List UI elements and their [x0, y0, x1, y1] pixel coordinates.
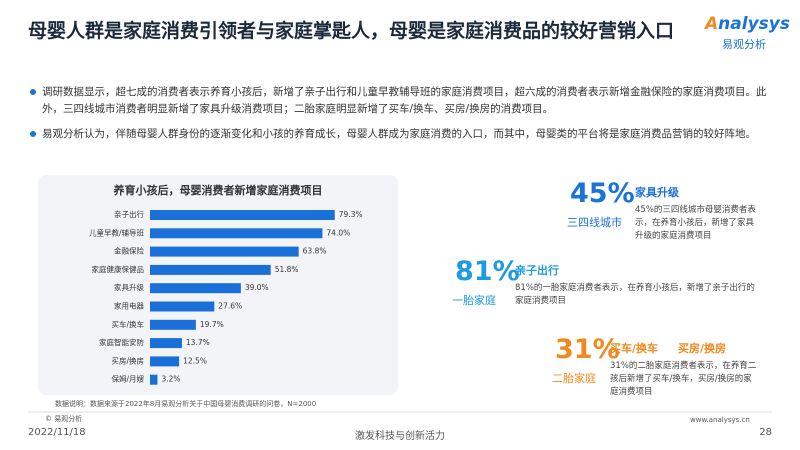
copyright: © 易观分析 — [45, 415, 83, 423]
source: 数据说明：数据来源于2022年8月易观分析关于中国母婴消费调研的问卷，N=200… — [55, 400, 317, 408]
title: 母婴人群是家庭消费引领者与家庭掌匙人，母婴是家庭消费品的较好营销入口 — [28, 20, 675, 42]
category-label: 买车/换车 — [111, 319, 144, 329]
bar — [150, 246, 299, 257]
value-label: 13.7% — [186, 338, 210, 347]
bar — [150, 319, 196, 330]
logo-text: nalysys — [718, 14, 790, 34]
category-label: 金融保险 — [114, 246, 144, 256]
page-number: 28 — [759, 427, 772, 438]
stat-text: 31%的二胎家庭消费者表示，在养育二孩后新增了买车/换车，买房/换房的家庭消费项… — [610, 361, 757, 397]
stat-item: 买车/换车 — [610, 342, 659, 355]
category-label: 亲子出行 — [114, 209, 144, 219]
category-label: 儿童早教/辅导班 — [89, 227, 145, 237]
logo-a: A — [705, 14, 719, 34]
value-label: 12.5% — [183, 356, 207, 365]
stat-group: 一胎家庭 — [452, 294, 496, 307]
bar — [150, 283, 241, 294]
stat-item: 买房/换房 — [678, 342, 727, 355]
stat-group: 二胎家庭 — [552, 372, 596, 385]
date: 2022/11/18 — [28, 427, 86, 438]
bar — [150, 338, 182, 349]
value-label: 79.3% — [339, 210, 363, 219]
value-label: 74.0% — [326, 228, 350, 237]
stat-value: 45% — [570, 178, 635, 209]
value-label: 27.6% — [218, 302, 242, 311]
value-label: 51.8% — [275, 265, 299, 274]
category-label: 家具升级 — [114, 282, 144, 292]
stat-group: 三四线城市 — [567, 216, 622, 229]
bar — [150, 301, 215, 312]
category-label: 买房/换房 — [111, 355, 144, 365]
value-label: 3.2% — [161, 375, 180, 384]
bar — [150, 264, 271, 275]
category-label: 保姆/月嫂 — [111, 374, 144, 384]
site: www.analysys.cn — [690, 416, 750, 424]
stat-text: 45%的三四线城市母婴消费者表示，在养育小孩后，新增了家具升级的家庭消费项目 — [635, 205, 756, 241]
bar — [150, 210, 335, 220]
slogan: 激发科技与创新活力 — [355, 431, 445, 442]
stat-item: 亲子出行 — [515, 264, 559, 277]
bar — [150, 374, 158, 385]
category-label: 家庭智能安防 — [99, 337, 144, 347]
logo-cn: 易观分析 — [722, 38, 766, 51]
category-label: 家用电器 — [114, 301, 144, 311]
bullet: 易观分析认为，伴随母婴人群身份的逐渐变化和小孩的养育成长，母婴人群成为家庭消费的… — [30, 126, 782, 143]
bar — [150, 356, 180, 367]
stat-text: 81%的一胎家庭消费者表示，在养育小孩后，新增了亲子出行的家庭消费项目 — [515, 283, 755, 306]
value-label: 39.0% — [245, 283, 269, 292]
logo: Analysys — [705, 14, 790, 34]
value-label: 19.7% — [200, 320, 224, 329]
value-label: 63.8% — [303, 247, 327, 256]
stat-value: 81% — [455, 256, 520, 287]
category-label: 家庭健康保健品 — [92, 264, 145, 274]
bar — [150, 228, 323, 239]
stat-item: 家具升级 — [635, 186, 679, 199]
bullet: 调研数据显示，超七成的消费者表示养育小孩后，新增了亲子出行和儿童早教辅导班的家庭… — [30, 84, 782, 118]
chart-title: 养育小孩后，母婴消费者新增家庭消费项目 — [113, 183, 323, 197]
stat-value: 31% — [555, 334, 620, 365]
